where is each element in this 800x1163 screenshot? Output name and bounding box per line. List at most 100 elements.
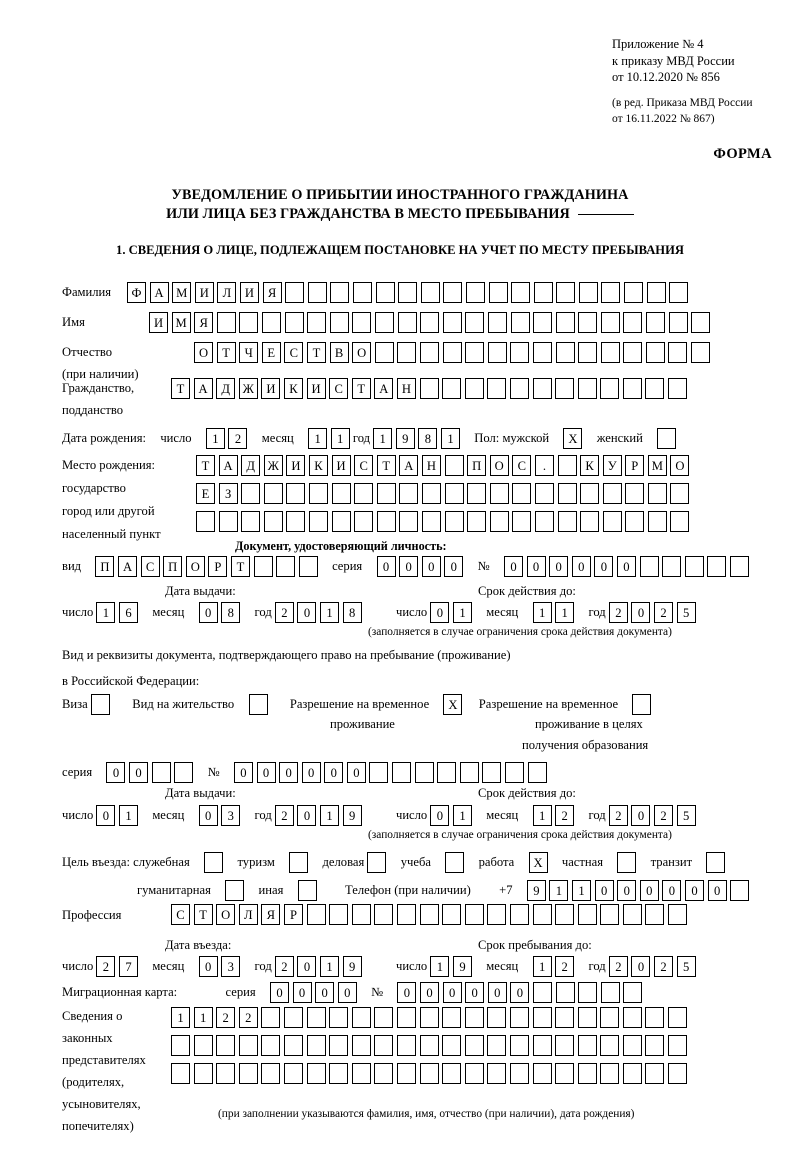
label-purpose-tourism: туризм: [237, 855, 275, 869]
note-permit-limited-term: (заполняется в случае ограничения срока …: [368, 829, 672, 841]
label-reps-line-2: законных: [62, 1031, 113, 1045]
label-doc-valid-until: Срок действия до:: [478, 584, 576, 598]
label-sex-male: Пол: мужской: [474, 431, 550, 445]
checkbox-purpose-study[interactable]: [445, 852, 465, 873]
label-temporary-residence-edu-line-3: получения образования: [522, 738, 649, 752]
label-phone: Телефон (при наличии): [345, 883, 471, 897]
checkbox-purpose-transit[interactable]: [706, 852, 726, 873]
form-word: ФОРМА: [713, 146, 772, 162]
label-doc-valid-year: год: [588, 605, 606, 619]
label-birth-year: год: [352, 431, 371, 445]
checkbox-purpose-official[interactable]: [204, 852, 224, 873]
title-blank-rule: [577, 214, 634, 215]
label-doc-valid-day: число: [395, 605, 428, 619]
label-doc-issue-month: месяц: [152, 605, 185, 619]
label-reps-line-3: представителях: [62, 1053, 146, 1067]
revision-line-1: (в ред. Приказа МВД России: [612, 96, 753, 109]
label-purpose-humanitarian: гуманитарная: [137, 883, 211, 897]
label-temporary-residence-line-2: проживание: [330, 717, 395, 731]
label-stay-year: год: [588, 959, 606, 973]
label-stay-month: месяц: [486, 959, 519, 973]
label-doc-issue-year: год: [254, 605, 272, 619]
label-permit-valid-until: Срок действия до:: [478, 786, 576, 800]
checkbox-purpose-humanitarian[interactable]: [225, 880, 245, 901]
label-patronymic-note: (при наличии): [62, 367, 139, 381]
input-reps-row-2[interactable]: [171, 1035, 688, 1056]
checkbox-purpose-work[interactable]: X: [528, 852, 548, 873]
checkbox-sex-female[interactable]: [657, 428, 677, 449]
checkbox-purpose-tourism[interactable]: [289, 852, 309, 873]
input-birthplace-row-3[interactable]: [196, 511, 690, 532]
label-permit-issue-month: месяц: [152, 808, 185, 822]
label-firstname: Имя: [62, 315, 85, 329]
checkbox-visa[interactable]: [90, 694, 110, 715]
checkbox-purpose-private[interactable]: [617, 852, 637, 873]
label-temporary-residence-edu: Разрешение на временное: [478, 697, 619, 711]
label-purpose-work: работа: [478, 855, 515, 869]
label-citizenship: Гражданство,: [62, 381, 135, 395]
label-phone-prefix: +7: [499, 883, 513, 897]
checkbox-sex-male[interactable]: X: [563, 428, 583, 449]
label-entry-day: число: [62, 959, 94, 973]
revision-line-2: от 16.11.2022 № 867): [612, 112, 715, 125]
checkbox-purpose-other[interactable]: [297, 880, 317, 901]
label-migration-series: серия: [225, 985, 256, 999]
checkbox-residence-permit[interactable]: [248, 694, 268, 715]
label-entry-month: месяц: [152, 959, 185, 973]
page-title: УВЕДОМЛЕНИЕ О ПРИБЫТИИ ИНОСТРАННОГО ГРАЖ…: [0, 186, 800, 224]
heading-identity-document: Документ, удостоверяющий личность:: [235, 539, 447, 553]
label-stay-day: число: [395, 959, 428, 973]
label-doc-kind: вид: [62, 559, 82, 573]
label-temporary-residence: Разрешение на временное: [289, 697, 430, 711]
checkbox-temporary-residence[interactable]: X: [443, 694, 463, 715]
checkbox-temporary-residence-edu[interactable]: [632, 694, 652, 715]
label-migration-number: №: [371, 985, 384, 999]
label-stay-doc-line-2: в Российской Федерации:: [62, 674, 200, 688]
note-reps-instruction: (при заполнении указываются фамилия, имя…: [218, 1108, 635, 1120]
title-line-2: ИЛИ ЛИЦА БЕЗ ГРАЖДАНСТВА В МЕСТО ПРЕБЫВА…: [166, 206, 570, 222]
label-birthplace-city-2: населенный пункт: [62, 527, 161, 541]
label-birthplace: Место рождения:: [62, 458, 156, 472]
checkbox-purpose-business[interactable]: [367, 852, 387, 873]
label-permit-valid-year: год: [588, 808, 606, 822]
title-line-1: УВЕДОМЛЕНИЕ О ПРИБЫТИИ ИНОСТРАННОГО ГРАЖ…: [171, 187, 629, 203]
input-reps-row-3[interactable]: [171, 1063, 688, 1084]
